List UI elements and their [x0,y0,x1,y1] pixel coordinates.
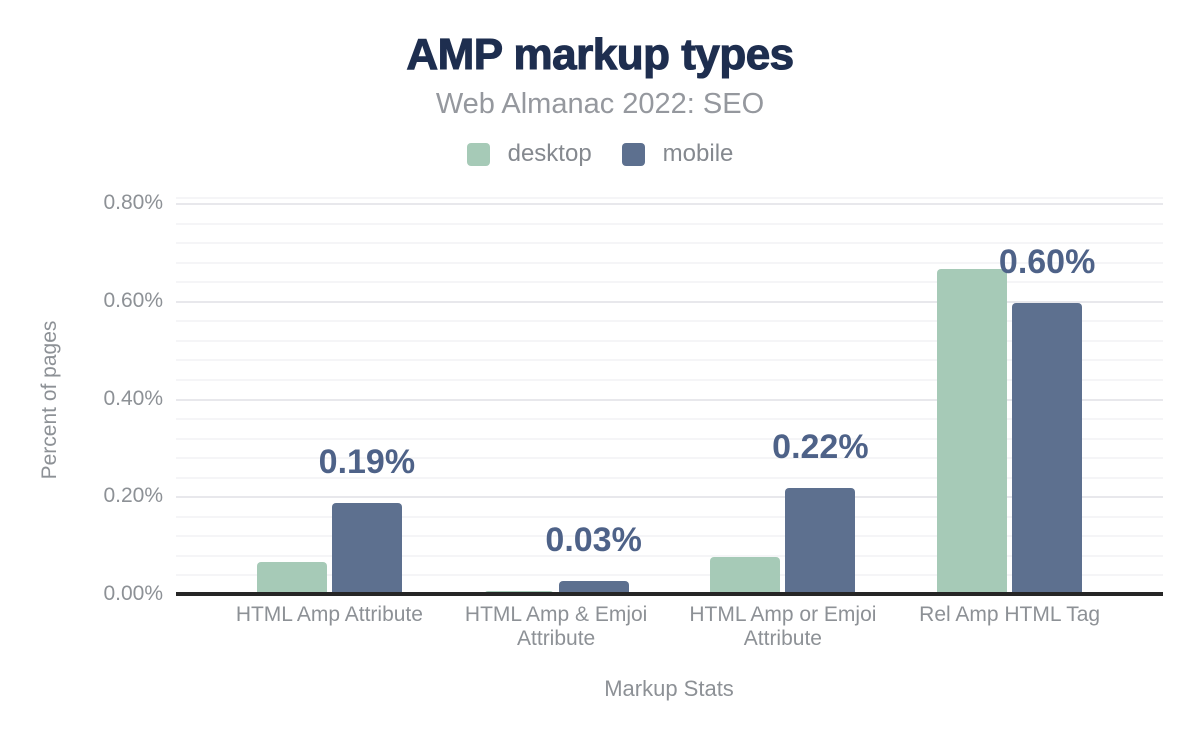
gridline [176,476,1163,479]
y-tick-label: 0.80% [103,191,163,214]
gridline [176,554,1163,557]
mobile-bar[interactable] [1012,302,1083,596]
mobile-bar[interactable] [785,488,856,596]
legend-label-desktop: desktop [507,140,592,167]
legend-label-mobile: mobile [662,140,734,167]
gridline [176,418,1163,421]
gridline [176,320,1163,323]
plot-area: 0.19% 0.03% 0.22% 0.60% [176,197,1163,596]
mobile-bar[interactable] [331,503,402,596]
bar-value-label: 0.60% [998,242,1096,281]
gridline [176,398,1163,401]
gridline [176,261,1163,264]
x-category-label: HTML Amp & Emjoi Attribute [464,603,648,651]
desktop-bar[interactable] [256,561,327,596]
desktop-bar[interactable] [710,556,781,596]
gridline [176,496,1163,499]
y-tick-label: 0.60% [103,288,163,312]
x-axis-line [176,592,1163,596]
gridline [176,359,1163,362]
bar-value-label: 0.03% [545,521,642,560]
desktop-bar[interactable] [937,268,1008,596]
mobile-swatch-icon [621,142,645,166]
gridline [176,339,1163,342]
gridline [176,378,1163,381]
legend-item-desktop[interactable]: desktop [466,140,592,168]
chart-title: AMP markup types [406,29,795,79]
desktop-swatch-icon [466,142,490,166]
bar-value-label: 0.19% [318,443,416,482]
gridline [176,242,1163,245]
legend-item-mobile[interactable]: mobile [621,140,734,168]
gridline [176,222,1163,225]
gridline [176,457,1163,460]
gridline [176,281,1163,284]
chart-subtitle: Web Almanac 2022: SEO [435,88,765,120]
y-tick-label: 0.40% [103,386,163,410]
gridline [176,203,1163,205]
x-category-label: Rel Amp HTML Tag [919,603,1101,626]
gridline [176,574,1163,577]
bar-value-label: 0.22% [772,428,869,467]
legend: desktop mobile [0,140,1200,168]
y-tick-label: 0.20% [103,484,163,508]
gridline [176,437,1163,440]
x-category-label: HTML Amp Attribute [235,603,423,626]
gridline [176,515,1163,518]
x-axis-title: Markup Stats [604,676,734,701]
y-tick-label: 0.00% [103,582,163,605]
gridline [176,535,1163,538]
gridline [176,300,1163,303]
x-category-label: HTML Amp or Emjoi Attribute [689,603,877,651]
